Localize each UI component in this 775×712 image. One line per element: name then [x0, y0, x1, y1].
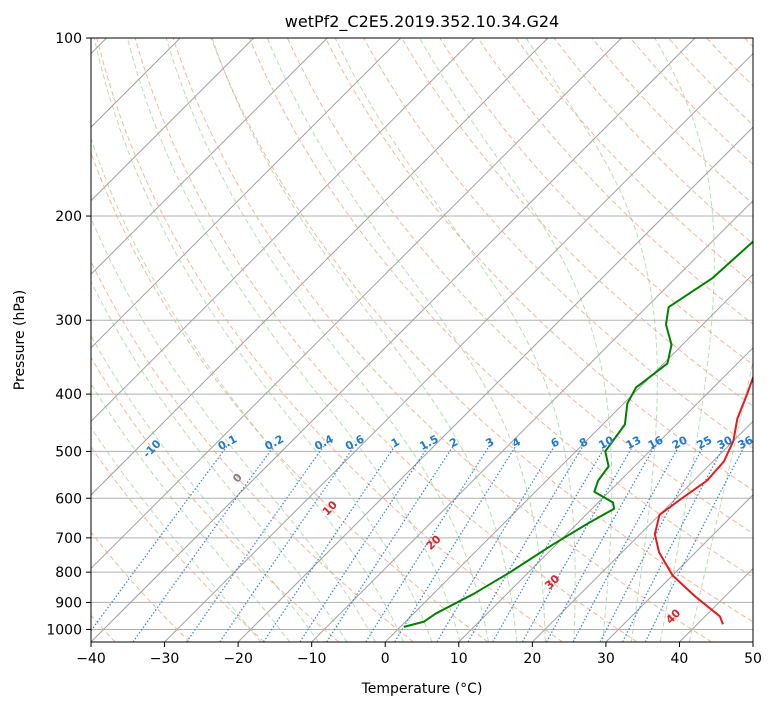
moist-adiabat-line: [266, 38, 546, 642]
dry-adiabat-line: [91, 151, 489, 642]
y-tick-label: 1000: [46, 622, 82, 638]
dry-adiabat-line: [91, 531, 191, 642]
y-tick-label: 300: [55, 313, 82, 329]
moist-adiabat-line: [93, 38, 433, 642]
moist-adiabat-line: [165, 38, 489, 642]
mixing-ratio-line: [644, 445, 746, 642]
mixing-ratio-line: [263, 445, 396, 642]
isotherm-line: [91, 38, 549, 496]
isotherm-line: [91, 38, 622, 570]
moist-adiabat-line: [91, 216, 376, 642]
x-tick-label: −30: [150, 651, 180, 667]
moist-adiabat-line: [91, 426, 262, 642]
dewpoint-profile-line: [403, 240, 753, 628]
y-axis-label: Pressure (hPa): [12, 290, 28, 390]
x-tick-label: 50: [744, 651, 762, 667]
x-tick-label: 30: [597, 651, 615, 667]
y-tick-label: 100: [55, 31, 82, 47]
isotherm-line: [531, 420, 753, 642]
x-tick-label: 0: [381, 651, 390, 667]
dry-adiabat-line: [134, 38, 638, 642]
mixing-ratio-line: [521, 445, 634, 642]
mixing-ratio-label: 16: [646, 433, 666, 452]
moist-adiabat-line: [334, 38, 576, 642]
x-tick-label: −20: [223, 651, 253, 667]
dry-adiabat-line: [401, 38, 753, 407]
mixing-ratio-label: 20: [670, 433, 690, 452]
moist-adiabat-line: [211, 38, 518, 642]
y-tick-label: 200: [55, 209, 82, 225]
x-tick-label: 10: [450, 651, 468, 667]
isotherm-line: [91, 38, 402, 349]
mixing-ratio-line: [91, 445, 228, 632]
mixing-ratio-line: [186, 445, 325, 642]
dry-adiabat-line: [477, 38, 753, 325]
temperature-profile-line: [653, 374, 753, 625]
dry-adiabat-line: [172, 38, 713, 642]
mixing-ratio-label: 10: [596, 433, 616, 452]
dry-adiabat-line: [91, 260, 414, 642]
y-tick-label: 900: [55, 595, 82, 611]
x-tick-label: −10: [297, 651, 327, 667]
mixing-ratio-line: [546, 445, 656, 642]
y-tick-label: 800: [55, 565, 82, 581]
mixing-ratio-line: [467, 445, 584, 642]
isotherm-line: [91, 38, 475, 423]
moist-adiabat-line: [91, 136, 405, 642]
y-tick-label: 600: [55, 491, 82, 507]
moist-adiabat-line: [126, 38, 461, 642]
moist-adiabat-line: [654, 38, 715, 642]
y-tick-label: 500: [55, 444, 82, 460]
plot-frame: [90, 37, 754, 643]
y-tick-label: 700: [55, 531, 82, 547]
x-tick-label: 20: [523, 651, 541, 667]
mixing-ratio-line: [219, 445, 355, 642]
mixing-ratio-label: 30: [715, 433, 735, 452]
isotherm-line: [605, 494, 753, 642]
mixing-ratio-line: [132, 445, 275, 642]
x-tick-label: −40: [76, 651, 106, 667]
dry-adiabat-line: [96, 38, 563, 642]
dry-adiabat-line: [210, 38, 753, 623]
mixing-ratio-line: [492, 445, 606, 642]
x-tick-label: 40: [671, 651, 689, 667]
mixing-ratio-line: [326, 445, 454, 642]
chart-title: wetPf2_C2E5.2019.352.10.34.G24: [285, 12, 559, 32]
mixing-ratio-label: 13: [624, 433, 644, 452]
isotherm-line: [164, 52, 753, 642]
moist-adiabat-line: [91, 334, 319, 642]
isotherm-line: [91, 38, 328, 275]
dry-adiabat-line: [91, 356, 340, 642]
y-tick-label: 400: [55, 387, 82, 403]
dry-adiabat-line: [248, 38, 753, 578]
dry-adiabat-line: [325, 38, 753, 491]
mixing-ratio-line: [365, 445, 490, 642]
isotherm-line: [91, 38, 696, 642]
mixing-ratio-line: [436, 445, 555, 642]
moist-adiabat-line: [525, 38, 658, 642]
x-axis-label: Temperature (°C): [361, 681, 483, 697]
moist-adiabat-line: [419, 38, 613, 642]
isotherm-line: [91, 38, 255, 202]
mixing-ratio-line: [299, 445, 429, 642]
dry-adiabat-line: [91, 445, 265, 642]
isotherm-line: [237, 126, 753, 642]
dry-adiabat-line: [515, 38, 753, 285]
mixing-ratio-label: 25: [695, 433, 715, 452]
isotherm-line: [384, 273, 753, 642]
mixing-ratio-label: 36: [736, 433, 756, 452]
